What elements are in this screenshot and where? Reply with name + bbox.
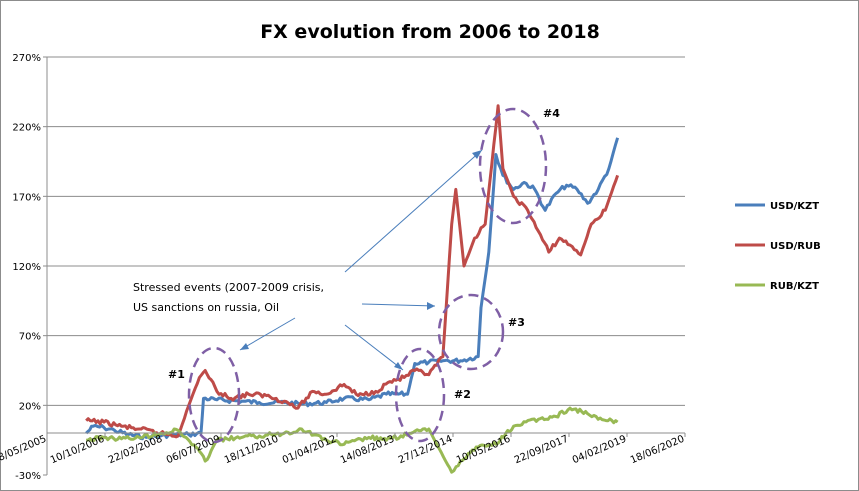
event-label-2: #2: [454, 388, 471, 401]
x-tick-label: 10/05/2016: [455, 434, 512, 467]
event-ellipse-4: [478, 107, 548, 225]
x-tick-label: 18/06/2020: [629, 434, 686, 467]
event-label-4: #4: [543, 107, 560, 120]
annotation-arrow: [361, 303, 436, 307]
series-line-usd-kzt: [85, 137, 620, 441]
x-tick-label: 06/07/2009: [165, 434, 222, 467]
arrowhead: [427, 302, 435, 310]
annotation-text-line2: US sanctions on russia, Oil: [133, 301, 279, 314]
series-line-rub-kzt: [86, 406, 619, 474]
x-tick-label: 10/10/2006: [49, 434, 106, 467]
series-layer: [85, 104, 620, 474]
annotation-arrow: [344, 149, 483, 273]
event-ellipse-2: [394, 347, 446, 443]
y-tick-label: 270%: [12, 53, 41, 64]
event-ellipse-3: [437, 293, 505, 371]
event-ellipse-1: [187, 346, 241, 444]
annotation-arrow: [239, 317, 296, 351]
y-tick-label: 220%: [12, 123, 41, 134]
x-axis: 28/05/2005 10/10/2006 22/02/2008 06/07/2009…: [0, 432, 686, 467]
series-line-usd-rub: [85, 104, 620, 439]
x-tick-label: 28/05/2005: [0, 434, 48, 467]
y-tick-label: 120%: [12, 262, 41, 273]
arrowhead: [240, 343, 249, 350]
x-tick-label: 04/02/2019: [571, 434, 628, 467]
arrowhead: [394, 362, 403, 370]
x-tick-label: 22/09/2017: [513, 434, 570, 467]
y-tick-label: 70%: [19, 332, 41, 343]
arrowhead: [472, 150, 482, 159]
y-tick-label: 20%: [19, 401, 41, 412]
legend-label: USD/KZT: [770, 201, 819, 212]
grid-lines: [43, 56, 685, 476]
legend: USD/KZT USD/RUB RUB/KZT: [735, 201, 821, 292]
legend-label: USD/RUB: [770, 241, 821, 252]
x-tick-label: 01/04/2012: [281, 434, 338, 467]
annotations: Stressed events (2007-2009 crisis, US sa…: [133, 107, 560, 444]
legend-label: RUB/KZT: [770, 281, 819, 292]
y-axis-ticks: -30% 20% 70% 120% 170% 220% 270%: [12, 53, 41, 482]
y-tick-label: 170%: [12, 192, 41, 203]
event-label-1: #1: [168, 368, 185, 381]
annotation-text-line1: Stressed events (2007-2009 crisis,: [133, 281, 324, 294]
event-label-3: #3: [508, 316, 525, 329]
y-tick-label: -30%: [15, 471, 41, 482]
chart-title: FX evolution from 2006 to 2018: [260, 21, 600, 43]
annotation-arrow: [344, 324, 404, 371]
